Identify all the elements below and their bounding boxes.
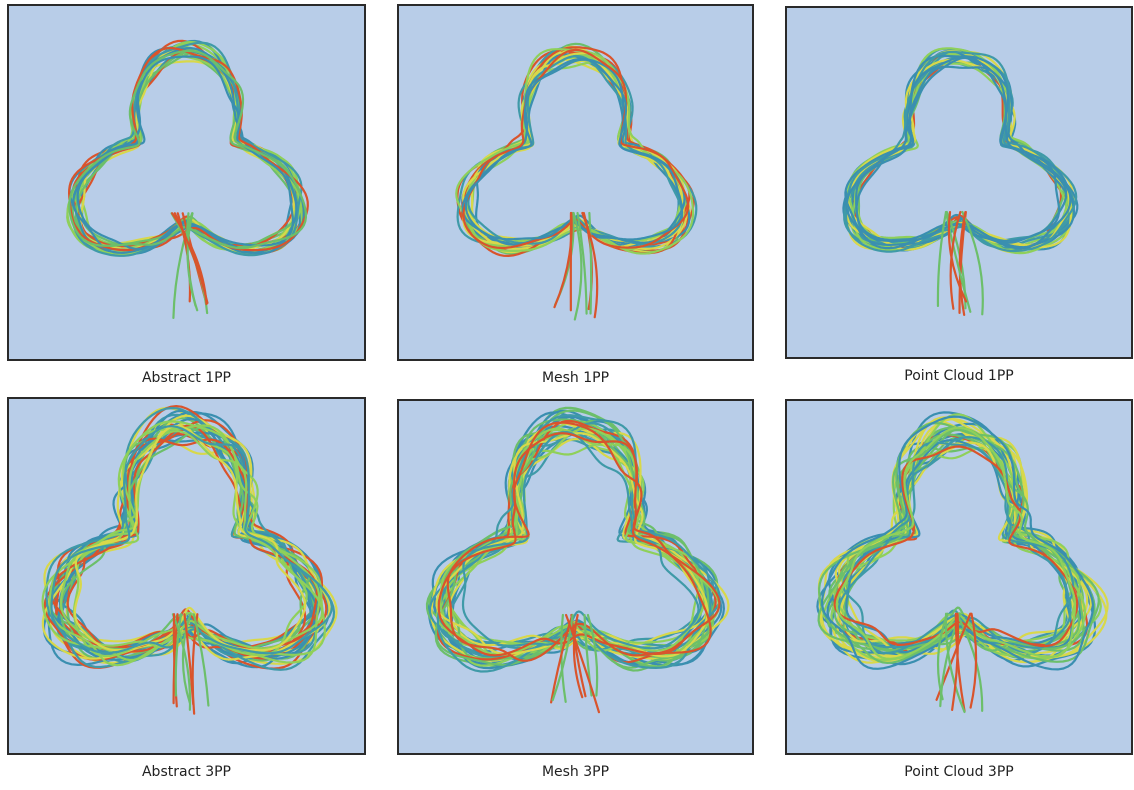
panel-caption: Point Cloud 1PP	[904, 368, 1013, 384]
panel-caption: Mesh 3PP	[542, 764, 609, 780]
panel: Abstract 1PP	[8, 5, 365, 386]
panel: Point Cloud 1PP	[786, 7, 1132, 384]
figure: Abstract 1PP Mesh 1PP Point Cloud 1PP Abstr…	[0, 0, 1134, 790]
panel: Point Cloud 3PP	[786, 400, 1132, 780]
panel-caption: Abstract 1PP	[142, 370, 231, 386]
panel: Mesh 1PP	[398, 5, 753, 386]
panel-caption: Mesh 1PP	[542, 370, 609, 386]
panel: Abstract 3PP	[8, 398, 365, 780]
panel: Mesh 3PP	[398, 400, 753, 780]
panel-caption: Abstract 3PP	[142, 764, 231, 780]
panel-caption: Point Cloud 3PP	[904, 764, 1013, 780]
panel-frame	[8, 5, 365, 360]
